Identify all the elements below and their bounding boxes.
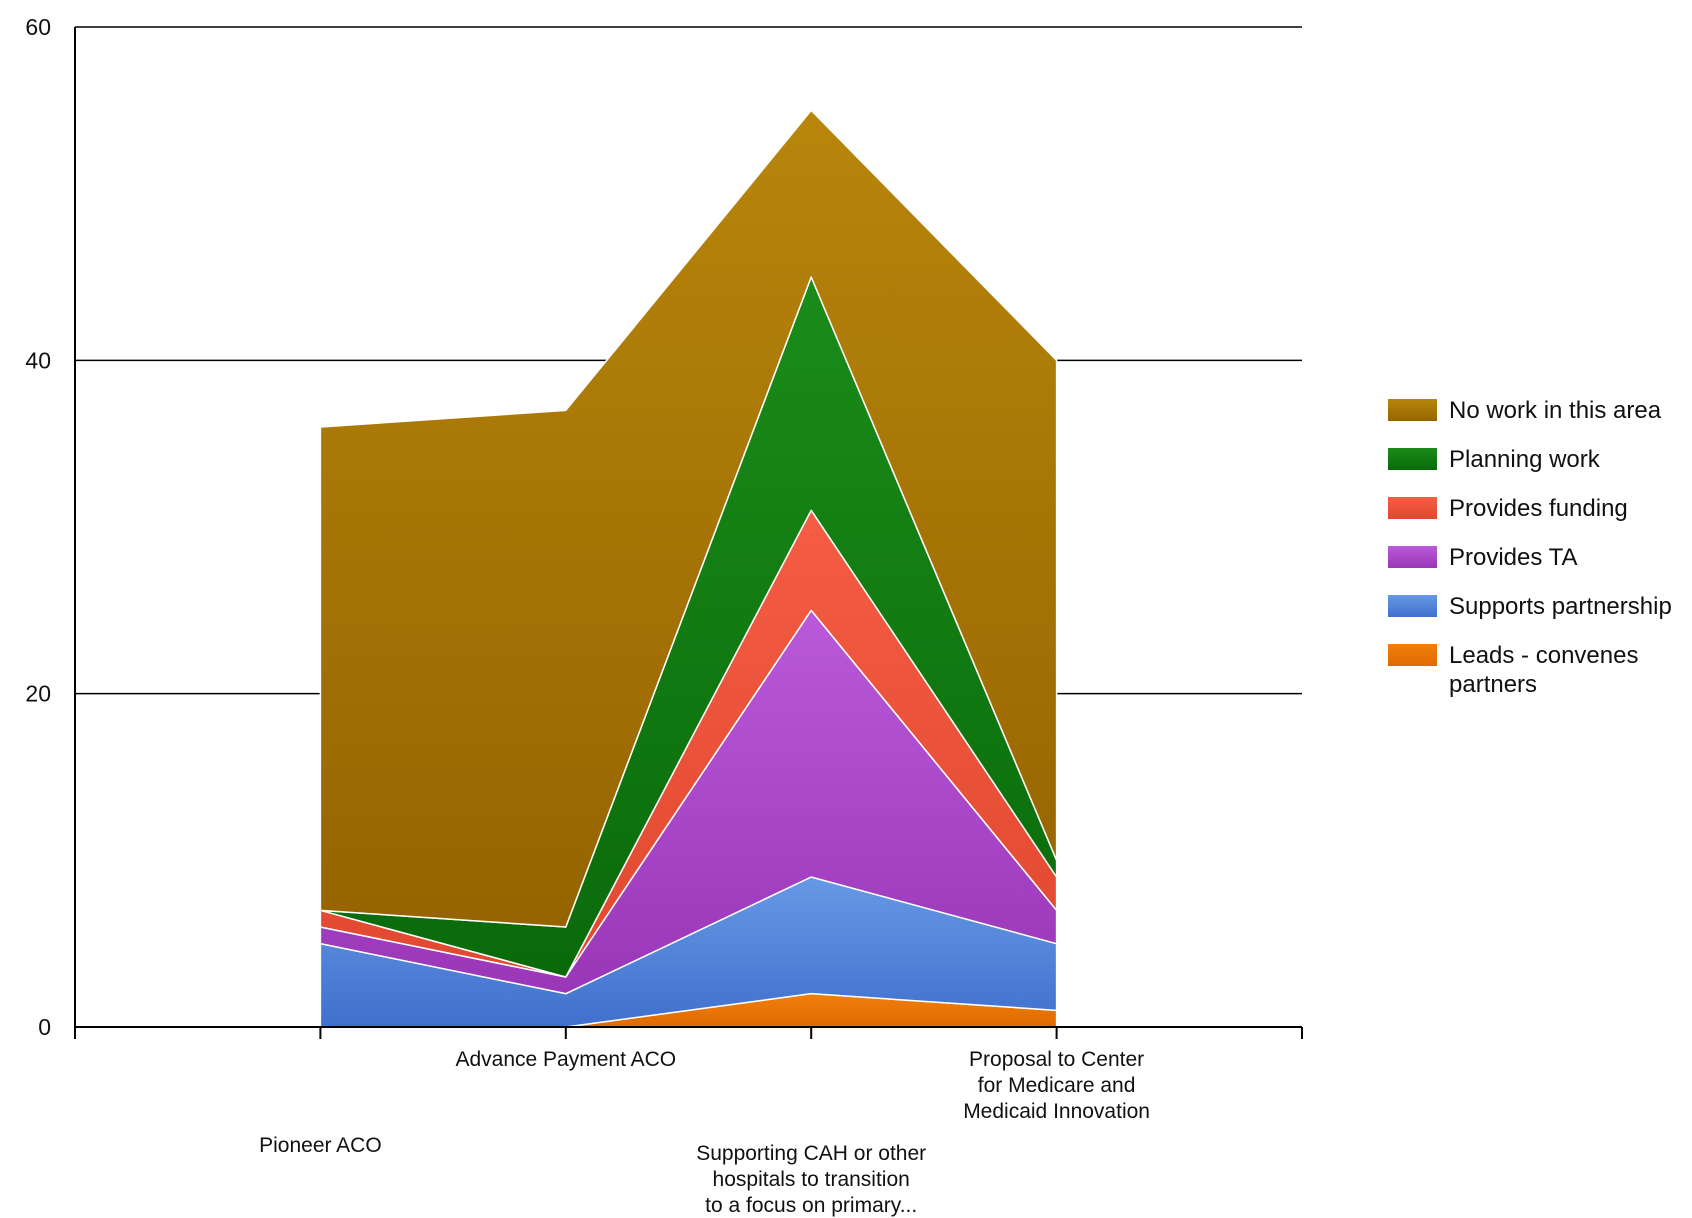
x-category-label: Pioneer ACO: [259, 1134, 382, 1157]
legend-swatch: [1388, 644, 1437, 666]
legend-label-line: Planning work: [1449, 446, 1600, 473]
legend-label-line: Supports partnership: [1449, 593, 1672, 620]
y-tick-label: 60: [25, 14, 51, 40]
x-category-label: Proposal to Center for Medicare and Medica…: [963, 1048, 1150, 1123]
x-category-label: Advance Payment ACO: [455, 1048, 676, 1071]
x-category-label: Supporting CAH or other hospitals to tran…: [696, 1142, 926, 1217]
legend-label: Planning work: [1449, 445, 1600, 474]
legend: No work in this area Planning work Provide…: [1388, 396, 1688, 719]
legend-item-leads-convenes-partners: Leads - convenes partners: [1388, 641, 1688, 699]
x-category-label-line: for Medicare and: [978, 1074, 1136, 1097]
area-no-work-in-this-area: [319, 109, 1058, 928]
legend-item-provides-funding: Provides funding: [1388, 494, 1688, 523]
legend-swatch: [1388, 497, 1437, 519]
y-tick-label: 0: [38, 1014, 51, 1040]
legend-label: Provides funding: [1449, 494, 1628, 523]
axis-labels: 0 20 40 60 Pioneer ACO Advance Payment ACO Sup…: [25, 14, 1150, 1217]
legend-swatch: [1388, 546, 1437, 568]
x-category-label-line: hospitals to transition: [713, 1168, 910, 1191]
legend-label-line: No work in this area: [1449, 397, 1662, 424]
legend-label-line: partners: [1449, 671, 1538, 698]
x-category-label-line: Advance Payment ACO: [455, 1048, 676, 1071]
legend-swatch: [1388, 399, 1437, 421]
x-category-label-line: Pioneer ACO: [259, 1134, 382, 1157]
legend-label: No work in this area: [1449, 396, 1661, 425]
legend-swatch: [1388, 448, 1437, 470]
legend-label-line: Leads - convenes: [1449, 642, 1639, 669]
x-category-label-line: to a focus on primary...: [705, 1194, 917, 1217]
legend-label: Provides TA: [1449, 543, 1578, 572]
legend-label: Supports partnership: [1449, 592, 1672, 621]
legend-label-line: Provides funding: [1449, 495, 1628, 522]
area-series: [319, 109, 1058, 1028]
x-category-label-line: Proposal to Center: [969, 1048, 1144, 1071]
legend-item-no-work-in-this-area: No work in this area: [1388, 396, 1688, 425]
axes: [74, 27, 1303, 1039]
legend-item-supports-partnership: Supports partnership: [1388, 592, 1688, 621]
legend-item-planning-work: Planning work: [1388, 445, 1688, 474]
legend-label: Leads - convenes partners: [1449, 641, 1638, 699]
legend-item-provides-ta: Provides TA: [1388, 543, 1688, 572]
y-tick-label: 40: [25, 347, 51, 373]
x-category-label-line: Supporting CAH or other: [696, 1142, 926, 1165]
y-tick-label: 20: [25, 681, 51, 707]
legend-swatch: [1388, 595, 1437, 617]
x-category-label-line: Medicaid Innovation: [963, 1100, 1150, 1123]
legend-label-line: Provides TA: [1449, 544, 1578, 571]
